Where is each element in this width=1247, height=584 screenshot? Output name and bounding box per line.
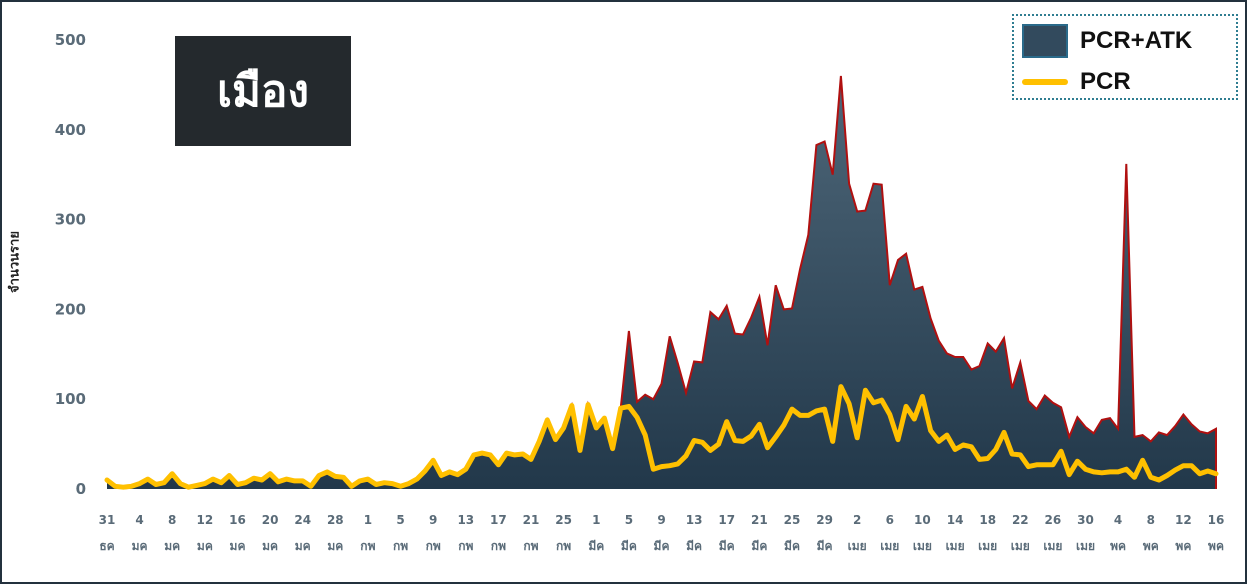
x-tick-month: มีค [817,539,833,553]
x-tick-day: 31 [99,513,116,527]
x-tick-month: มีค [588,539,604,553]
x-tick-month: มีค [719,539,735,553]
x-tick-month: กพ [523,539,538,553]
x-tick-day: 8 [1147,513,1155,527]
x-tick-month: กพ [458,539,473,553]
x-tick-day: 21 [523,513,540,527]
legend-swatch-area [1022,24,1068,58]
x-tick-month: กพ [426,539,441,553]
x-tick-month: มีค [751,539,767,553]
x-tick-day: 25 [784,513,801,527]
x-tick-day: 1 [592,513,600,527]
x-tick-day: 21 [751,513,768,527]
x-tick-day: 14 [947,513,964,527]
x-tick-month: กพ [556,539,571,553]
x-tick-month: มีค [621,539,637,553]
x-tick-month: มีค [686,539,702,553]
x-tick-day: 10 [914,513,931,527]
y-tick-label: 100 [55,390,86,408]
x-tick-day: 22 [1012,513,1029,527]
x-tick-day: 30 [1077,513,1094,527]
x-tick-month: เมย [1011,539,1030,553]
y-tick-label: 500 [55,31,86,49]
series-pcr-line [104,384,1219,490]
legend-label-pcr-atk: PCR+ATK [1080,27,1193,54]
x-tick-day: 26 [1045,513,1062,527]
x-tick-day: 24 [294,513,311,527]
x-tick-month: มค [295,539,311,553]
x-tick-month: พค [1175,539,1191,553]
x-tick-month: มค [262,539,278,553]
x-tick-day: 6 [886,513,894,527]
x-tick-day: 5 [625,513,633,527]
x-tick-day: 17 [490,513,507,527]
x-tick-day: 4 [1114,513,1122,527]
x-tick-month: เมย [848,539,867,553]
x-tick-month: กพ [360,539,375,553]
x-tick-day: 16 [1208,513,1225,527]
x-tick-month: มค [132,539,148,553]
x-tick-day: 4 [135,513,143,527]
x-tick-month: มีค [654,539,670,553]
x-tick-month: พค [1143,539,1159,553]
x-tick-month: มค [164,539,180,553]
y-tick-label: 300 [55,211,86,229]
legend-label-pcr: PCR [1080,68,1131,95]
x-tick-day: 28 [327,513,344,527]
x-tick-day: 8 [168,513,176,527]
x-tick-month: เมย [1043,539,1062,553]
y-axis-label: จำนวนราย [7,231,23,293]
x-tick-month: กพ [393,539,408,553]
x-tick-day: 16 [229,513,246,527]
x-tick-month: เมย [1076,539,1095,553]
legend-item-pcr: PCR [1022,68,1131,96]
x-tick-month: พค [1110,539,1126,553]
x-tick-day: 17 [718,513,735,527]
x-tick-day: 9 [429,513,437,527]
x-tick-month: มค [230,539,246,553]
x-tick-day: 29 [816,513,833,527]
x-tick-month: มค [197,539,213,553]
x-tick-day: 18 [979,513,996,527]
x-tick-month: เมย [978,539,997,553]
x-tick-month: เมย [946,539,965,553]
x-tick-day: 13 [686,513,703,527]
y-tick-label: 0 [76,480,86,498]
x-tick-day: 1 [364,513,372,527]
x-tick-month: เมย [880,539,899,553]
x-tick-day: 20 [262,513,279,527]
x-tick-day: 2 [853,513,861,527]
x-tick-month: มีค [784,539,800,553]
x-tick-day: 5 [396,513,404,527]
chart-title: เมือง [217,66,309,117]
x-tick-day: 12 [1175,513,1192,527]
legend-swatch-line [1022,79,1068,85]
x-tick-day: 25 [555,513,572,527]
chart-title-box: เมือง [175,36,351,146]
x-tick-month: มค [327,539,343,553]
x-tick-month: กพ [491,539,506,553]
x-tick-month: เมย [913,539,932,553]
legend: PCR+ATK PCR [1012,14,1238,100]
x-tick-day: 12 [197,513,214,527]
y-tick-label: 400 [55,121,86,139]
x-tick-day: 9 [657,513,665,527]
x-tick-month: ธค [99,539,114,553]
y-tick-label: 200 [55,300,86,318]
legend-item-pcr-atk: PCR+ATK [1022,24,1192,58]
x-tick-month: พค [1208,539,1224,553]
series-pcr-atk-area [107,75,1216,490]
x-tick-day: 13 [457,513,474,527]
